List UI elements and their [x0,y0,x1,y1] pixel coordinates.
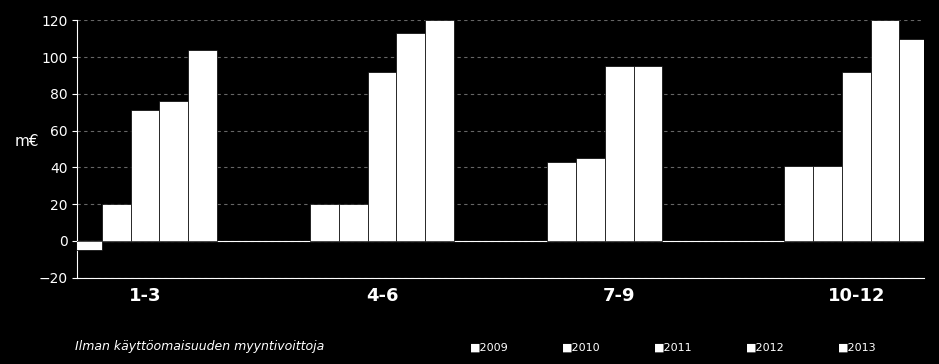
Bar [160,101,188,241]
Bar [368,72,396,241]
Bar [634,66,662,241]
Bar [870,20,900,241]
Bar [425,20,454,241]
Text: ■2013: ■2013 [838,343,876,353]
Bar [813,166,842,241]
Bar [339,204,368,241]
Y-axis label: m€: m€ [15,134,39,149]
Bar [131,111,160,241]
Text: ■2010: ■2010 [562,343,600,353]
Bar [73,241,101,250]
Bar [842,72,870,241]
Bar [576,158,605,241]
Bar [396,33,425,241]
Bar [900,39,929,241]
Bar [547,162,576,241]
Bar [310,204,339,241]
Text: ■2012: ■2012 [746,343,784,353]
Bar [605,66,634,241]
Text: ■2009: ■2009 [470,343,508,353]
Text: Ilman käyttöomaisuuden myyntivoittoja: Ilman käyttöomaisuuden myyntivoittoja [75,340,324,353]
Bar [188,50,217,241]
Bar [101,204,131,241]
Bar [784,166,813,241]
Text: ■2011: ■2011 [654,343,692,353]
